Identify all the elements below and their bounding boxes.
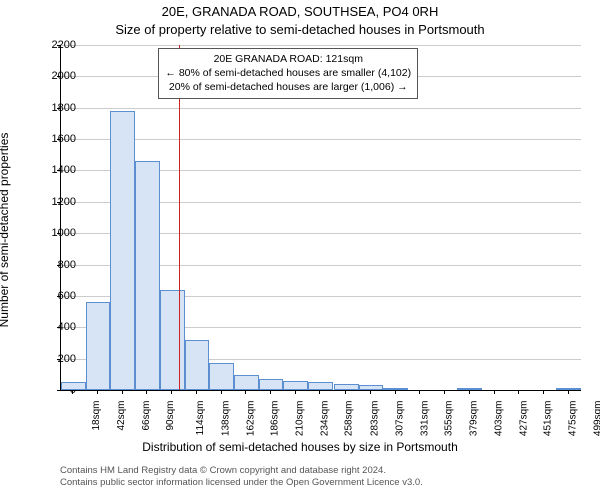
x-tick-mark <box>245 390 246 394</box>
x-tick-label: 90sqm <box>166 401 177 431</box>
histogram-bar <box>457 388 482 390</box>
y-tick-label: 200 <box>36 353 76 365</box>
histogram-bar <box>209 363 234 390</box>
histogram-bar <box>259 379 284 390</box>
x-tick-mark <box>543 390 544 394</box>
x-tick-label: 499sqm <box>592 401 600 437</box>
histogram-bar <box>110 111 135 390</box>
x-tick-label: 403sqm <box>493 401 504 437</box>
x-tick-mark <box>469 390 470 394</box>
x-tick-label: 114sqm <box>195 401 206 436</box>
x-tick-mark <box>370 390 371 394</box>
chart-title-line2: Size of property relative to semi-detach… <box>0 22 600 37</box>
x-tick-label: 379sqm <box>469 401 480 437</box>
x-tick-label: 162sqm <box>245 401 256 437</box>
histogram-bar <box>86 302 111 390</box>
x-tick-label: 427sqm <box>518 401 529 437</box>
y-tick-label: 600 <box>36 290 76 302</box>
histogram-bar <box>234 375 259 390</box>
x-tick-mark <box>196 390 197 394</box>
x-tick-mark <box>122 390 123 394</box>
x-tick-mark <box>97 390 98 394</box>
x-tick-label: 210sqm <box>295 401 306 437</box>
x-tick-label: 451sqm <box>543 401 554 437</box>
histogram-bar <box>185 340 210 390</box>
x-tick-mark <box>319 390 320 394</box>
x-tick-label: 331sqm <box>419 401 430 437</box>
y-tick-label: 1000 <box>36 227 76 239</box>
x-axis-label: Distribution of semi-detached houses by … <box>0 440 600 454</box>
y-gridline <box>61 139 581 140</box>
y-tick-label: 1800 <box>36 102 76 114</box>
x-tick-label: 66sqm <box>141 401 152 431</box>
chart-title-line1: 20E, GRANADA ROAD, SOUTHSEA, PO4 0RH <box>0 4 600 19</box>
x-tick-mark <box>444 390 445 394</box>
histogram-bar <box>61 382 86 390</box>
y-tick-label: 1200 <box>36 196 76 208</box>
x-tick-mark <box>221 390 222 394</box>
annotation-box: 20E GRANADA ROAD: 121sqm← 80% of semi-de… <box>158 48 418 99</box>
x-tick-label: 258sqm <box>344 401 355 437</box>
x-tick-label: 138sqm <box>220 401 231 437</box>
x-tick-mark <box>171 390 172 394</box>
x-tick-label: 42sqm <box>116 401 127 431</box>
credits-block: Contains HM Land Registry data © Crown c… <box>60 465 423 490</box>
y-gridline <box>61 108 581 109</box>
x-tick-mark <box>146 390 147 394</box>
x-tick-mark <box>345 390 346 394</box>
x-tick-label: 475sqm <box>568 401 579 437</box>
histogram-bar <box>135 161 160 390</box>
x-tick-label: 234sqm <box>319 401 330 437</box>
histogram-bar <box>334 384 359 390</box>
y-tick-label: 800 <box>36 259 76 271</box>
x-tick-mark <box>270 390 271 394</box>
x-tick-label: 355sqm <box>444 401 455 437</box>
x-tick-mark <box>518 390 519 394</box>
histogram-bar <box>308 382 333 390</box>
x-tick-mark <box>568 390 569 394</box>
annotation-line1: 20E GRANADA ROAD: 121sqm <box>165 52 411 66</box>
x-tick-label: 283sqm <box>370 401 381 437</box>
histogram-bar <box>383 388 408 390</box>
histogram-bar <box>359 385 384 390</box>
y-tick-label: 1600 <box>36 133 76 145</box>
y-tick-label: 1400 <box>36 164 76 176</box>
annotation-line2: ← 80% of semi-detached houses are smalle… <box>165 66 411 80</box>
y-tick-label: 2200 <box>36 39 76 51</box>
x-tick-mark <box>72 390 73 394</box>
chart-canvas: { "chart": { "type": "histogram", "title… <box>0 0 600 500</box>
histogram-bar <box>283 381 308 390</box>
x-tick-mark <box>494 390 495 394</box>
x-tick-label: 18sqm <box>91 401 102 431</box>
credits-line2: Contains public sector information licen… <box>60 477 423 489</box>
x-tick-label: 307sqm <box>395 401 406 437</box>
y-gridline <box>61 45 581 46</box>
histogram-bar <box>556 388 581 390</box>
x-tick-label: 186sqm <box>270 401 281 437</box>
y-axis-label: Number of semi-detached properties <box>0 133 11 328</box>
y-tick-label: 2000 <box>36 70 76 82</box>
x-tick-mark <box>419 390 420 394</box>
credits-line1: Contains HM Land Registry data © Crown c… <box>60 465 423 477</box>
annotation-line3: 20% of semi-detached houses are larger (… <box>165 80 411 94</box>
y-tick-label: 400 <box>36 321 76 333</box>
x-tick-mark <box>395 390 396 394</box>
x-tick-mark <box>295 390 296 394</box>
histogram-bar <box>160 290 185 390</box>
